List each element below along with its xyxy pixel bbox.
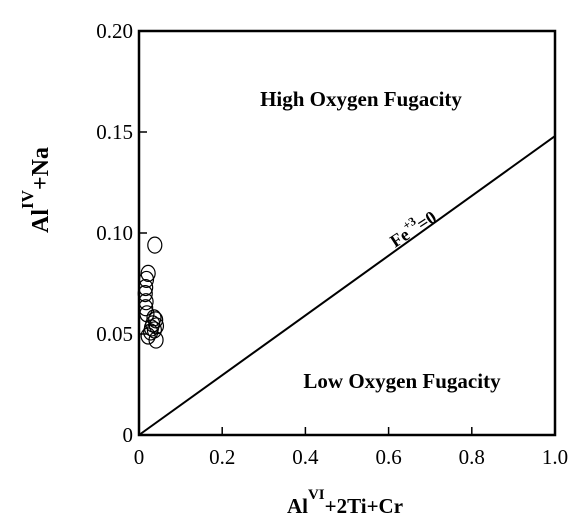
data-point [138, 278, 154, 297]
region-label-lower: Low Oxygen Fugacity [303, 369, 501, 393]
data-point [138, 293, 154, 311]
x-axis-title: AlVI+2Ti+Cr [287, 487, 403, 518]
x-tick-label: 0.2 [209, 445, 235, 469]
data-point [148, 311, 164, 329]
y-tick-label: 0.20 [96, 19, 133, 43]
data-point [147, 236, 163, 254]
data-points [137, 236, 165, 349]
data-point [146, 309, 162, 327]
reference-line-label: Fe+3=0 [384, 203, 440, 251]
data-point [138, 270, 155, 289]
data-point [140, 327, 156, 345]
x-tick-label: 1.0 [542, 445, 568, 469]
x-axis-ticks: 0 0.2 0.4 0.6 0.8 1.0 [134, 427, 568, 469]
x-tick-label: 0.4 [292, 445, 319, 469]
data-point [137, 285, 153, 303]
region-label-upper: High Oxygen Fugacity [260, 87, 462, 111]
data-point [148, 331, 164, 349]
reference-line [138, 135, 556, 436]
y-tick-label: 0.05 [96, 322, 133, 346]
y-tick-label: 0 [123, 423, 134, 447]
x-tick-label: 0 [134, 445, 145, 469]
y-axis-ticks: 0 0.05 0.10 0.15 0.20 [96, 19, 147, 447]
y-tick-label: 0.15 [96, 120, 133, 144]
x-tick-label: 0.8 [459, 445, 485, 469]
data-point [138, 299, 154, 317]
y-axis-title: AlIV+Na [18, 147, 54, 233]
x-tick-label: 0.6 [375, 445, 401, 469]
y-tick-label: 0.10 [96, 221, 133, 245]
